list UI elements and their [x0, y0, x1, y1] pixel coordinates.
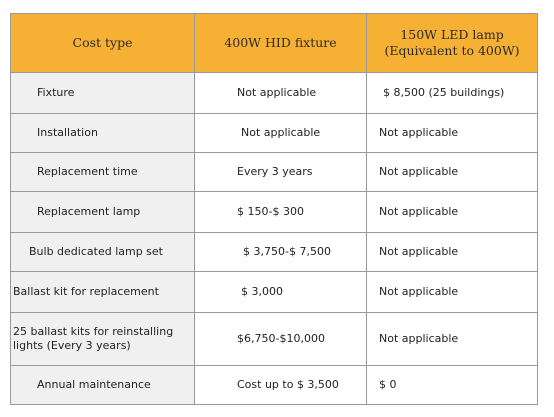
hid-cost-cell: $ 3,750-$ 7,500: [194, 232, 367, 272]
table-row: Bulb dedicated lamp set $ 3,750-$ 7,500 …: [10, 232, 538, 272]
cost-type-cell: Replacement time: [10, 152, 195, 192]
led-cost-cell: Not applicable: [366, 113, 538, 153]
led-cost-cell: Not applicable: [366, 232, 538, 272]
cost-type-cell: Installation: [10, 113, 195, 153]
table-row: Replacement time Every 3 years Not appli…: [10, 152, 538, 192]
hid-cost-cell: $ 150-$ 300: [194, 191, 367, 233]
cost-type-cell: Bulb dedicated lamp set: [10, 232, 195, 272]
table-row: Fixture Not applicable $ 8,500 (25 build…: [10, 72, 538, 114]
cost-type-cell: Annual maintenance: [10, 365, 195, 405]
cost-type-label: 25 ballast kits for reinstalling lights …: [13, 325, 174, 352]
header-led-lamp: 150W LED lamp (Equivalent to 400W): [366, 13, 538, 73]
hid-cost-cell: $6,750-$10,000: [194, 312, 367, 366]
table-row: Installation Not applicable Not applicab…: [10, 113, 538, 153]
cost-type-cell: Ballast kit for replacement: [10, 271, 195, 313]
hid-cost-cell: Not applicable: [194, 113, 367, 153]
table-row: Annual maintenance Cost up to $ 3,500 $ …: [10, 365, 538, 405]
table-header-row: Cost type 400W HID fixture 150W LED lamp…: [10, 13, 538, 73]
cost-type-cell: Replacement lamp: [10, 191, 195, 233]
hid-cost-cell: Not applicable: [194, 72, 367, 114]
table-row: 25 ballast kits for reinstalling lights …: [10, 312, 538, 366]
hid-cost-cell: $ 3,000: [194, 271, 367, 313]
hid-cost-cell: Cost up to $ 3,500: [194, 365, 367, 405]
led-cost-cell: Not applicable: [366, 271, 538, 313]
cost-type-cell: 25 ballast kits for reinstalling lights …: [10, 312, 195, 366]
header-cost-type: Cost type: [10, 13, 195, 73]
table-row: Replacement lamp $ 150-$ 300 Not applica…: [10, 191, 538, 233]
led-cost-cell: $ 8,500 (25 buildings): [366, 72, 538, 114]
header-led-lamp-label: 150W LED lamp (Equivalent to 400W): [384, 27, 520, 58]
hid-cost-cell: Every 3 years: [194, 152, 367, 192]
table-row: Ballast kit for replacement $ 3,000 Not …: [10, 271, 538, 313]
cost-comparison-table: Cost type 400W HID fixture 150W LED lamp…: [10, 13, 538, 405]
led-cost-cell: Not applicable: [366, 312, 538, 366]
led-cost-cell: Not applicable: [366, 152, 538, 192]
led-cost-cell: Not applicable: [366, 191, 538, 233]
cost-type-cell: Fixture: [10, 72, 195, 114]
header-hid-fixture: 400W HID fixture: [194, 13, 367, 73]
led-cost-cell: $ 0: [366, 365, 538, 405]
